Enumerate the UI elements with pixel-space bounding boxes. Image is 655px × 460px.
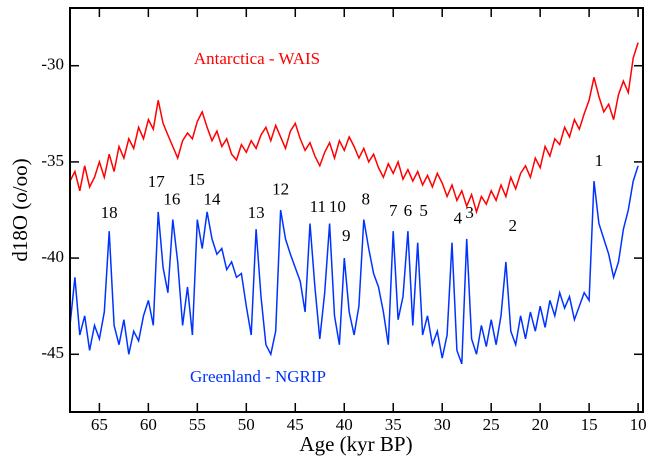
annotation: 9 bbox=[342, 226, 351, 245]
annotation: 14 bbox=[204, 189, 222, 208]
annotation: 5 bbox=[419, 201, 428, 220]
series-label: Antarctica - WAIS bbox=[194, 49, 320, 68]
x-tick-label: 20 bbox=[532, 415, 549, 434]
x-tick-label: 35 bbox=[385, 415, 402, 434]
annotation: 6 bbox=[404, 201, 413, 220]
annotation: 1 bbox=[595, 151, 604, 170]
x-tick-label: 40 bbox=[336, 415, 353, 434]
annotation: 16 bbox=[163, 189, 180, 208]
annotation: 12 bbox=[272, 180, 289, 199]
y-tick-label: -35 bbox=[41, 151, 64, 170]
annotation: 8 bbox=[362, 189, 371, 208]
x-axis-label: Age (kyr BP) bbox=[299, 432, 412, 456]
annotation: 13 bbox=[248, 203, 265, 222]
data-line bbox=[69, 42, 639, 215]
y-tick-label: -45 bbox=[41, 343, 64, 362]
annotation: 17 bbox=[148, 172, 166, 191]
plot-frame bbox=[69, 7, 644, 413]
annotation: 10 bbox=[329, 197, 346, 216]
x-tick-label: 65 bbox=[91, 415, 108, 434]
x-tick-label: 10 bbox=[630, 415, 647, 434]
x-tick-label: 30 bbox=[434, 415, 451, 434]
annotation: 7 bbox=[389, 201, 398, 220]
y-tick-label: -40 bbox=[41, 247, 64, 266]
x-tick-label: 45 bbox=[287, 415, 304, 434]
annotation: 11 bbox=[310, 197, 326, 216]
y-axis-label: d18O (o/oo) bbox=[8, 158, 32, 261]
x-tick-label: 55 bbox=[189, 415, 206, 434]
annotation: 4 bbox=[454, 209, 463, 228]
annotation: 18 bbox=[101, 203, 118, 222]
x-tick-label: 25 bbox=[483, 415, 500, 434]
x-tick-label: 15 bbox=[581, 415, 598, 434]
y-tick-label: -30 bbox=[41, 55, 64, 74]
series-label: Greenland - NGRIP bbox=[190, 367, 326, 386]
annotation: 15 bbox=[188, 170, 205, 189]
data-line bbox=[69, 165, 639, 365]
x-tick-label: 50 bbox=[238, 415, 255, 434]
x-tick-label: 60 bbox=[140, 415, 157, 434]
annotation: 2 bbox=[508, 216, 517, 235]
annotation: 3 bbox=[465, 203, 474, 222]
